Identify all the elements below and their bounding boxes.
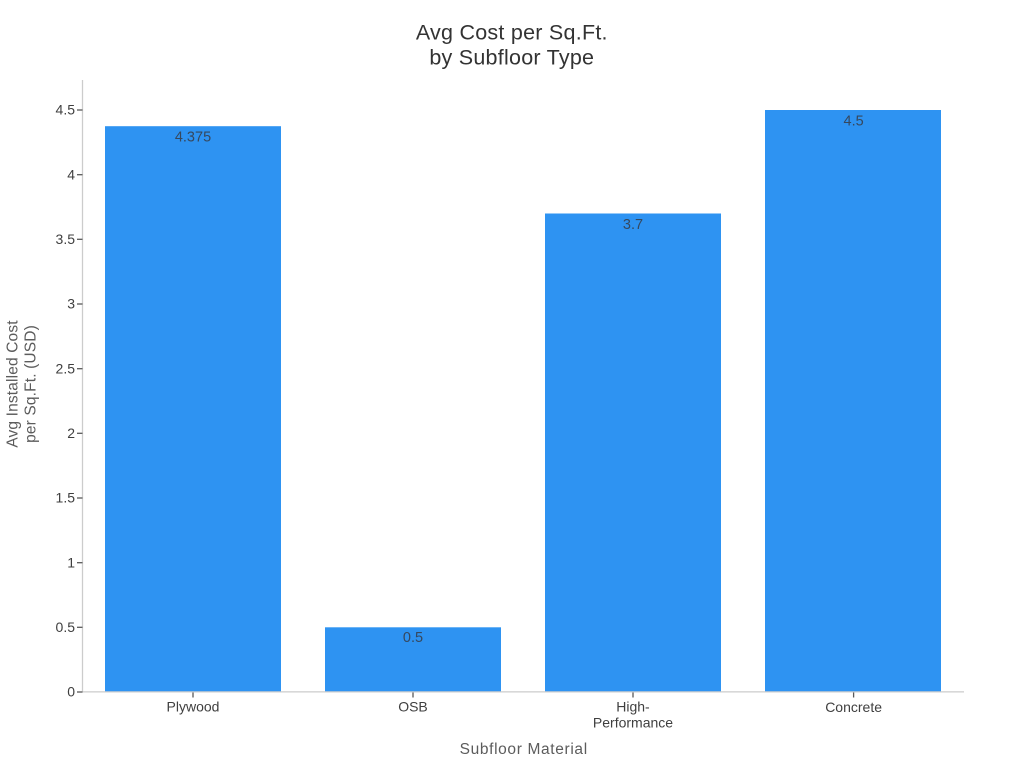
svg-text:OSB: OSB (398, 698, 428, 714)
svg-text:Plywood: Plywood (167, 698, 220, 714)
svg-text:by Subfloor Type: by Subfloor Type (429, 45, 594, 69)
svg-text:per Sq.Ft. (USD): per Sq.Ft. (USD) (23, 325, 40, 443)
svg-text:2.5: 2.5 (56, 360, 76, 376)
svg-text:Concrete: Concrete (825, 699, 882, 715)
svg-text:4.5: 4.5 (56, 102, 76, 118)
svg-text:3: 3 (67, 296, 75, 312)
svg-text:4.5: 4.5 (844, 114, 864, 130)
svg-text:3.5: 3.5 (56, 231, 76, 247)
svg-text:3.7: 3.7 (623, 217, 643, 233)
svg-text:0.5: 0.5 (403, 630, 423, 646)
svg-text:High-: High- (616, 698, 650, 714)
svg-text:4.375: 4.375 (175, 129, 211, 145)
svg-text:0: 0 (67, 684, 75, 700)
svg-text:2: 2 (67, 425, 75, 441)
svg-text:1.5: 1.5 (56, 490, 76, 506)
svg-text:Avg Installed Cost: Avg Installed Cost (4, 320, 21, 448)
svg-text:Subfloor Material: Subfloor Material (460, 741, 588, 758)
svg-text:Avg Cost per Sq.Ft.: Avg Cost per Sq.Ft. (416, 20, 608, 44)
svg-text:1: 1 (67, 554, 75, 570)
svg-text:4: 4 (67, 166, 75, 182)
svg-text:Performance: Performance (593, 715, 673, 731)
svg-text:0.5: 0.5 (56, 619, 76, 635)
